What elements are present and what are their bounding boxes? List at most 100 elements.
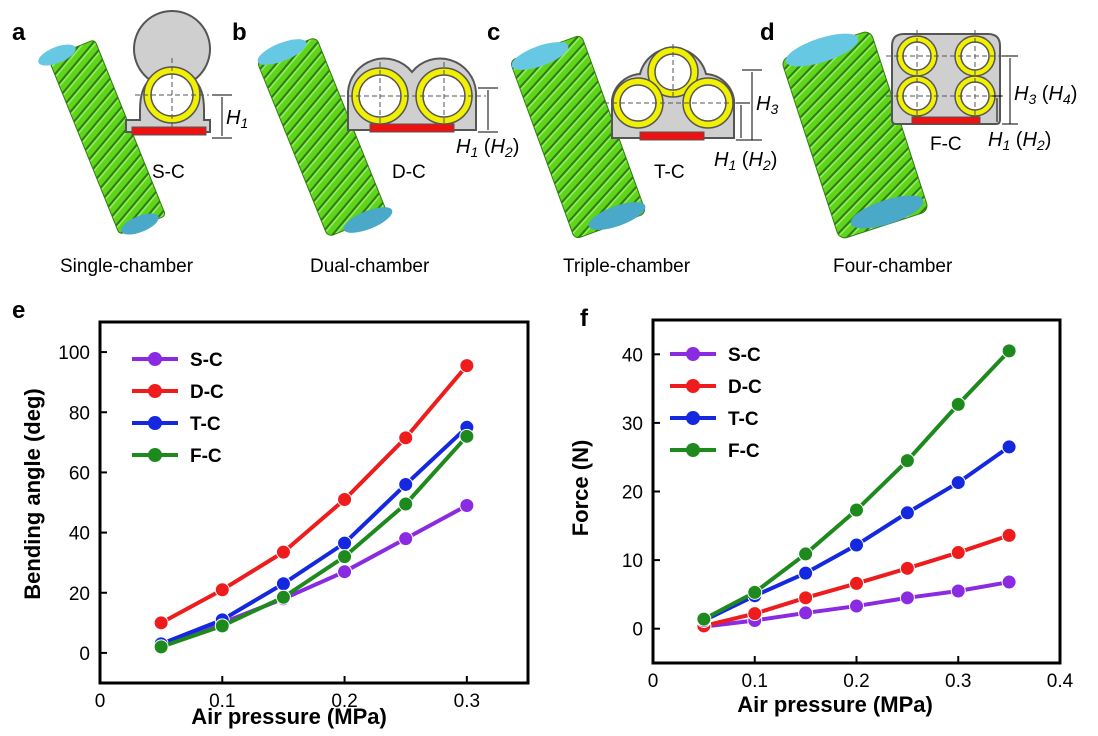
legend-label-f-F-C: F-C [728,441,760,462]
data-point-e-F-C [337,549,353,565]
data-point-f-S-C [899,590,915,606]
caption-c: Triple-chamber [563,256,691,277]
data-point-e-T-C [398,476,414,492]
data-point-f-D-C [950,545,966,561]
tag-c: T-C [654,162,685,183]
x-tick-label-e: 0 [95,691,106,712]
data-point-e-S-C [337,564,353,580]
legend-marker-f-S-C [686,347,700,361]
legend-marker-e-D-C [148,384,162,398]
data-point-f-D-C [849,575,864,591]
y-tick-label-f: 40 [622,345,643,366]
dimension-h3-c: H3 H1 (H2) [714,69,778,173]
data-point-e-S-C [459,498,475,514]
x-tick-label-f: 0 [648,671,659,692]
data-point-f-S-C [798,605,814,621]
y-tick-label-f: 10 [622,551,643,572]
legend-marker-e-F-C [148,448,162,462]
data-point-f-T-C [798,565,814,581]
x-tick-label-f: 0.3 [945,671,971,692]
caption-b: Dual-chamber [310,256,430,277]
legend-label-e-D-C: D-C [190,382,224,403]
data-point-f-T-C [950,475,966,491]
panel-letter-e: e [12,297,25,324]
h1-label-b: H [456,136,471,158]
data-point-f-F-C [747,584,763,600]
h3-label-c: H [756,93,771,115]
data-point-f-F-C [849,502,864,518]
legend-marker-f-F-C [686,443,700,457]
y-tick-label-e: 80 [69,403,90,424]
legend-marker-f-T-C [686,411,700,425]
data-point-f-T-C [849,537,864,553]
data-point-e-F-C [214,618,230,634]
data-point-f-D-C [747,606,763,622]
data-point-e-D-C [153,615,169,631]
caption-a: Single-chamber [60,256,194,277]
y-axis-label-e: Bending angle (deg) [20,388,45,599]
panel-letter-b: b [232,19,247,46]
data-point-e-T-C [275,576,291,592]
data-point-e-F-C [398,496,414,512]
dimension-h1-b: H1 (H2) [456,87,519,160]
tag-a: S-C [152,162,185,183]
tag-b: D-C [392,162,426,183]
data-point-f-S-C [849,598,864,614]
h4-sub-d: 4 [1063,91,1071,107]
svg-text:H1 (H2): H1 (H2) [714,149,777,173]
x-tick-label-f: 0.4 [1047,671,1074,692]
legend-marker-e-T-C [148,416,162,430]
legend-label-e-F-C: F-C [190,446,222,467]
data-point-e-D-C [214,582,230,598]
data-point-e-F-C [459,428,475,444]
data-point-f-F-C [1001,343,1017,359]
x-tick-label-e: 0.2 [331,691,357,712]
y-tick-label-e: 100 [58,343,90,364]
panel-d: d H3 (H4) [760,19,1077,277]
y-tick-label-f: 0 [632,620,643,641]
panel-c: c H3 H1 (H2) T-C Triple- [487,19,778,277]
x-tick-label-e: 0.3 [454,691,480,712]
data-point-f-F-C [798,546,814,562]
chart-panel-e: e Bending angle (deg) Air pressure (MPa)… [12,297,530,729]
data-point-e-D-C [275,544,291,560]
h2-sub-d: 2 [1036,137,1045,153]
y-tick-label-f: 20 [622,483,643,504]
h2-label-b: H [490,136,505,158]
svg-text:H3 (H4): H3 (H4) [1014,83,1077,107]
data-point-f-F-C [696,611,712,627]
panel-letter-d: d [760,19,775,46]
legend-label-f-T-C: T-C [728,409,759,430]
y-tick-label-e: 0 [79,644,90,665]
data-point-e-S-C [398,531,414,547]
svg-text:H1: H1 [226,107,248,131]
tag-d: F-C [930,134,962,155]
legend-label-e-T-C: T-C [190,414,221,435]
cross-section-b [340,57,486,133]
series-line-e-D-C [160,364,469,625]
panel-letter-a: a [12,19,26,46]
panel-letter-f: f [580,305,589,332]
h1-label-a: H [226,107,241,129]
series-line-e-F-C [160,434,469,649]
actuator-body-d [782,31,928,239]
data-point-f-D-C [1001,527,1017,543]
x-axis-label-f: Air pressure (MPa) [737,692,933,717]
svg-text:H3: H3 [756,93,778,117]
h3-sub-c: 3 [770,101,778,117]
h2-label-d: H [1022,129,1037,151]
h4-label-d: H [1048,83,1063,105]
data-point-e-D-C [398,430,414,446]
y-tick-label-e: 20 [69,584,90,605]
h1-label-c: H [714,149,729,171]
h2-sub-b: 2 [504,144,513,160]
legend-marker-e-S-C [148,352,162,366]
caption-d: Four-chamber [833,256,953,277]
data-point-f-F-C [899,453,915,469]
h1-label-d: H [988,129,1003,151]
y-axis-label-f: Force (N) [568,440,593,537]
actuator-body-a [38,40,166,235]
cross-section-a [125,10,211,136]
cross-section-c [604,44,744,141]
cross-section-d [886,30,1006,125]
